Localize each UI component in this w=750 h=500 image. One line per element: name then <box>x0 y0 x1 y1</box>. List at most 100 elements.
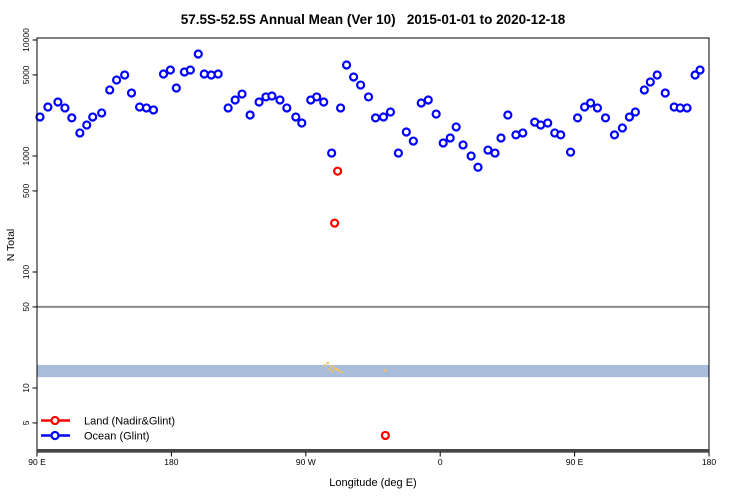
reference-band <box>37 364 709 378</box>
ocean-point <box>416 98 426 108</box>
x-tick-label: 90 W <box>296 457 316 467</box>
ocean-point <box>652 70 662 80</box>
y-tick-label: 10 <box>21 383 31 393</box>
ocean-point <box>60 103 70 113</box>
ocean-point <box>518 128 528 138</box>
ocean-point <box>370 113 381 123</box>
ocean-point <box>438 138 448 148</box>
y-axis-ticks-layer: 10000 5000 1000 500 100 50 10 5 <box>21 28 37 425</box>
ocean-point <box>600 113 611 123</box>
ocean-point <box>393 148 403 158</box>
ocean-point <box>408 136 418 146</box>
ocean-point <box>254 97 264 107</box>
ocean-point <box>682 103 692 113</box>
ocean-point <box>237 89 247 99</box>
ocean-point <box>267 91 277 101</box>
ocean-point <box>378 112 389 122</box>
ocean-point <box>193 49 203 59</box>
ocean-point <box>431 109 441 119</box>
x-tick-label: 180 <box>702 457 716 467</box>
ocean-point <box>473 162 483 172</box>
ocean-point <box>158 69 169 79</box>
ocean-point <box>503 110 513 120</box>
ocean-point <box>543 118 553 128</box>
ocean-point <box>348 72 359 82</box>
plot-box <box>36 37 710 453</box>
ocean-point <box>335 103 346 113</box>
ocean-point <box>466 151 476 161</box>
ocean-point <box>327 148 337 158</box>
small-yellow-dot <box>330 364 333 368</box>
ocean-point <box>445 133 455 143</box>
ocean-point <box>496 133 506 143</box>
land-point <box>333 166 343 176</box>
ocean-point <box>126 88 137 98</box>
ocean-point <box>291 112 301 122</box>
small-yellow-dot <box>326 361 330 365</box>
y-tick-label: 1000 <box>21 146 31 165</box>
ocean-point <box>423 95 433 105</box>
ocean-point <box>148 105 159 115</box>
small-dots-layer <box>323 361 387 374</box>
ocean-point <box>199 69 209 79</box>
y-tick-label: 100 <box>21 265 31 279</box>
reference-band-layer <box>37 364 709 378</box>
y-tick-label: 5000 <box>21 65 31 84</box>
ocean-point <box>97 108 107 118</box>
ocean-point <box>695 65 705 75</box>
ocean-point <box>639 85 649 95</box>
ocean-point <box>624 112 635 122</box>
small-yellow-dot <box>331 370 334 373</box>
y-axis-title: N Total <box>5 229 17 262</box>
ocean-point <box>67 113 77 123</box>
ocean-point <box>82 120 92 130</box>
land-point <box>380 430 390 441</box>
y-tick-label: 10000 <box>21 28 31 52</box>
ocean-point <box>490 148 500 158</box>
ocean-point <box>556 130 566 140</box>
plot-title: 57.5S-52.5S Annual Mean (Ver 10) 2015-01… <box>181 12 566 27</box>
ocean-point <box>171 83 181 93</box>
ocean-point <box>341 60 352 70</box>
ocean-point <box>312 92 322 102</box>
ocean-point <box>245 110 255 120</box>
ocean-point <box>609 130 620 140</box>
ocean-point <box>282 103 292 113</box>
y-tick-label: 500 <box>21 184 31 198</box>
ocean-point <box>580 102 590 112</box>
ocean-point <box>458 140 468 150</box>
ocean-point <box>660 88 670 98</box>
small-yellow-dot <box>333 366 336 370</box>
land-points-layer <box>330 166 390 441</box>
ocean-point <box>401 127 411 137</box>
land-point <box>330 218 340 228</box>
x-axis-title: Longitude (deg E) <box>329 477 416 489</box>
ocean-point <box>35 112 45 122</box>
ocean-point <box>483 145 493 155</box>
ocean-point <box>230 95 240 105</box>
x-tick-label: 90 E <box>28 457 46 467</box>
ocean-point <box>223 103 233 113</box>
ocean-point <box>645 77 655 87</box>
small-yellow-dot <box>335 367 339 371</box>
ocean-point <box>120 70 130 80</box>
ocean-point <box>451 122 461 132</box>
small-yellow-dot <box>337 369 340 372</box>
ocean-point <box>617 123 627 133</box>
ocean-point <box>88 112 98 122</box>
ocean-point <box>165 65 175 75</box>
ocean-point <box>319 97 329 107</box>
x-axis-ticks-layer: 90 E 180 90 W 0 90 E 180 <box>28 452 716 467</box>
legend-label: Land (Nadir&Glint) <box>84 416 175 428</box>
small-yellow-dot <box>328 367 331 371</box>
ocean-point <box>43 102 53 112</box>
x-tick-label: 90 E <box>566 457 584 467</box>
ocean-point <box>630 107 640 117</box>
ocean-point <box>75 128 85 138</box>
ocean-point <box>356 80 366 90</box>
ocean-point <box>363 92 374 102</box>
y-tick-label: 5 <box>21 420 31 425</box>
small-yellow-dot <box>384 369 387 372</box>
